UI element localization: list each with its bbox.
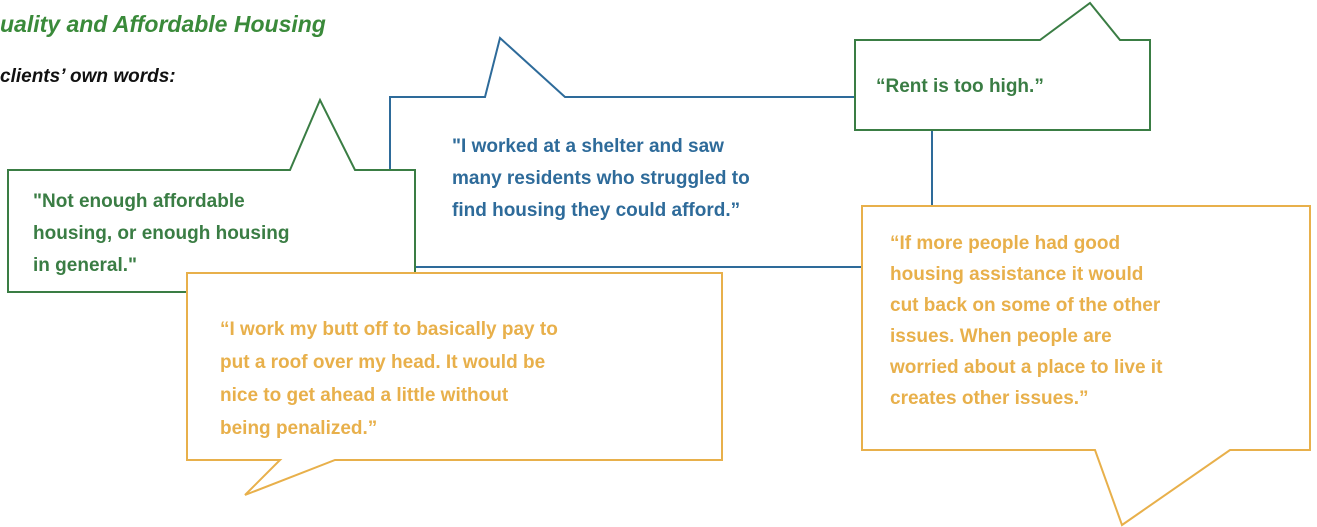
quote-line: housing, or enough housing (33, 223, 289, 244)
quote-line: “If more people had good (890, 233, 1120, 254)
quote-line: in general." (33, 255, 137, 276)
quote-line: “I work my butt off to basically pay to (220, 319, 558, 340)
quote-line: "Not enough affordable (33, 191, 245, 212)
quote-line: issues. When people are (890, 326, 1112, 347)
quote-line: housing assistance it would (890, 264, 1143, 285)
quote-line: find housing they could afford.” (452, 200, 740, 221)
quote-line: put a roof over my head. It would be (220, 352, 545, 373)
quote-line: “Rent is too high.” (876, 76, 1044, 97)
bubble-orange-right (861, 205, 1311, 527)
quote-line: cut back on some of the other (890, 295, 1161, 316)
subtitle: clients’ own words: (0, 66, 176, 87)
quote-line: worried about a place to live it (889, 357, 1163, 378)
quote-line: many residents who struggled to (452, 168, 750, 189)
quote-line: creates other issues.” (890, 388, 1089, 409)
bubble-blue (389, 36, 933, 268)
title: uality and Affordable Housing (0, 11, 326, 37)
bubble-green-top (854, 1, 1151, 131)
bubble-green-left (7, 97, 416, 293)
quote-line: nice to get ahead a little without (220, 385, 509, 406)
quote-line: being penalized.” (220, 418, 377, 439)
quote-line: "I worked at a shelter and saw (452, 136, 724, 157)
bubble-orange-middle (186, 272, 723, 496)
